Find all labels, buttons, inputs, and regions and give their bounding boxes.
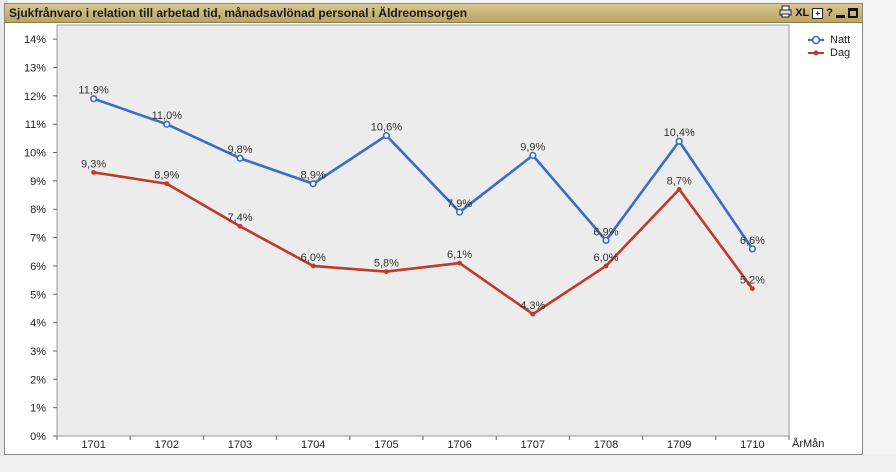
data-point-dag <box>457 260 462 266</box>
data-point-natt <box>309 180 317 188</box>
y-tick-label: 11% <box>25 119 46 131</box>
y-tick-label: 5% <box>30 289 46 301</box>
y-tick-label: 7% <box>30 233 46 245</box>
detach-icon[interactable]: + <box>812 7 824 19</box>
data-point-dag <box>750 286 755 292</box>
titlebar-icons: XL + ? <box>779 5 858 21</box>
y-tick-label: 14% <box>24 34 46 46</box>
data-point-dag <box>164 181 170 187</box>
data-label-dag: 8,7% <box>667 175 692 187</box>
data-point-dag <box>384 269 389 274</box>
y-tick-label: 4% <box>30 318 46 330</box>
maximize-icon[interactable] <box>848 8 858 18</box>
data-label-natt: 7,9% <box>447 198 472 210</box>
series-lines <box>93 97 754 316</box>
chart-title: Sjukfrånvaro i relation till arbetad tid… <box>9 6 468 20</box>
y-tick-label: 3% <box>30 346 46 358</box>
bottom-window-edge <box>0 455 896 472</box>
y-tick-label: 8% <box>30 204 46 216</box>
data-point-natt <box>529 151 537 159</box>
series-line-dag <box>93 171 754 316</box>
series-points <box>89 95 757 317</box>
y-tick-label: 6% <box>30 261 46 273</box>
chart-titlebar: Sjukfrånvaro i relation till arbetad tid… <box>5 4 862 23</box>
y-tick-label: 13% <box>24 63 46 75</box>
data-label-natt: 11,9% <box>78 85 109 97</box>
x-axis-label: ÅrMån <box>792 438 825 450</box>
y-axis: 0% 1% 2% 3% 4% 5% 6% 7% 8% 9% 10% 11% 12% 13% 14% <box>24 34 57 443</box>
data-point-natt <box>236 154 244 162</box>
x-tick-label: 1709 <box>667 439 691 451</box>
legend-label-dag: Dag <box>830 46 851 59</box>
print-icon[interactable] <box>779 5 792 22</box>
data-label-natt: 8,9% <box>301 170 326 182</box>
x-tick-label: 1705 <box>374 439 398 451</box>
help-icon[interactable]: ? <box>826 7 833 19</box>
data-point-dag <box>676 187 682 192</box>
legend-item-dag[interactable]: Dag <box>806 46 850 59</box>
x-tick-label: 1706 <box>447 439 471 451</box>
data-label-natt: 11,0% <box>152 110 183 122</box>
data-label-natt: 6,9% <box>593 226 618 238</box>
y-tick-label: 10% <box>24 148 46 160</box>
x-tick-label: 1708 <box>594 439 618 451</box>
data-point-natt <box>602 236 610 245</box>
y-tick-label: 9% <box>30 176 46 188</box>
y-tick-label: 0% <box>30 431 46 443</box>
y-tick-label: 2% <box>30 374 46 386</box>
data-point-dag <box>237 223 243 229</box>
x-tick-label: 1707 <box>521 439 545 451</box>
y-tick-label: 1% <box>30 403 46 415</box>
data-label-dag: 6,1% <box>447 249 472 261</box>
data-label-dag: 6,0% <box>593 252 618 264</box>
data-point-dag <box>91 169 96 175</box>
data-label-natt: 9,9% <box>520 141 545 153</box>
series-line-natt <box>93 97 754 250</box>
data-label-dag: 5,2% <box>740 275 765 287</box>
data-label-dag: 5,8% <box>374 258 399 270</box>
x-tick-label: 1704 <box>301 439 325 451</box>
data-label-dag: 7,4% <box>227 212 252 224</box>
x-tick-label: 1701 <box>81 439 105 451</box>
legend-item-natt[interactable]: Natt <box>806 33 850 46</box>
data-point-dag <box>530 311 536 317</box>
data-label-natt: 9,8% <box>227 144 252 156</box>
x-tick-label: 1710 <box>740 439 764 451</box>
x-tick-label: 1703 <box>228 439 252 451</box>
data-label-dag: 9,3% <box>81 158 106 170</box>
excel-icon[interactable]: XL <box>795 7 810 19</box>
data-label-natt: 10,6% <box>371 122 402 134</box>
legend-label-natt: Natt <box>830 33 851 46</box>
data-point-dag <box>603 263 609 269</box>
data-label-dag: 6,0% <box>301 252 326 264</box>
legend[interactable]: Natt Dag <box>806 33 850 59</box>
x-tick-label: 1702 <box>155 439 179 451</box>
data-point-natt <box>163 120 171 128</box>
data-point-natt <box>89 95 98 103</box>
data-point-natt <box>456 208 464 216</box>
data-point-natt <box>748 245 757 253</box>
y-tick-label: 12% <box>24 91 46 103</box>
data-point-dag <box>310 263 316 269</box>
data-label-natt: 6,6% <box>740 235 765 247</box>
data-label-dag: 4,3% <box>520 300 545 312</box>
data-label-dag: 8,9% <box>154 170 179 182</box>
minimize-icon[interactable] <box>836 14 845 18</box>
data-labels: 11,9% 11,0% 9,8% 8,9% 10,6% 7,9% 9,9% 6,9% 10,4%… <box>78 85 765 312</box>
x-axis: 1701 1702 1703 1704 1705 1706 1707 1708 1709 1710 <box>56 436 790 451</box>
data-point-natt <box>382 131 391 140</box>
plot-area <box>56 24 790 437</box>
data-label-natt: 10,4% <box>664 127 695 139</box>
data-point-natt <box>675 137 683 145</box>
